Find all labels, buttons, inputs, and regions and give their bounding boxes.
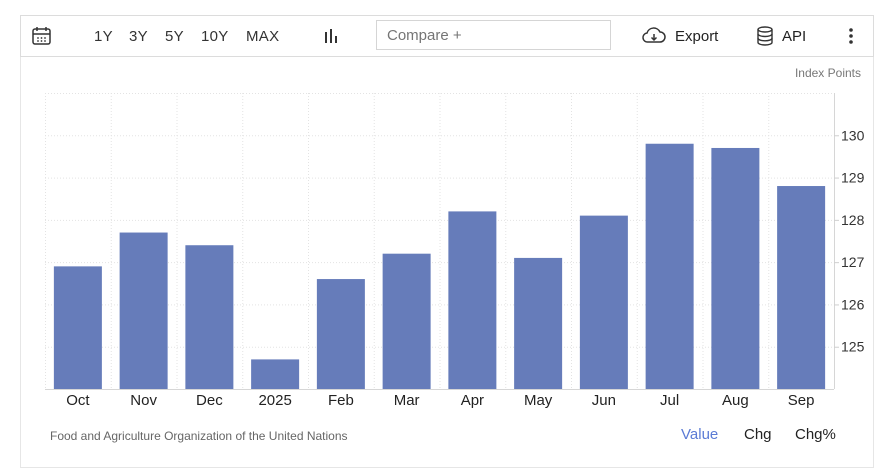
calendar-button[interactable]: [31, 16, 53, 56]
range-max-button[interactable]: MAX: [246, 27, 280, 45]
cloud-download-icon: [642, 27, 666, 43]
range-3y-button[interactable]: 3Y: [129, 27, 148, 45]
range-5y-button[interactable]: 5Y: [165, 27, 184, 45]
tab-chg[interactable]: Chg: [744, 426, 772, 443]
tab-value[interactable]: Value: [681, 426, 719, 443]
calendar-icon: [32, 27, 51, 45]
chart-frame: [20, 15, 874, 468]
range-10y-button[interactable]: 10Y: [201, 27, 229, 45]
bar-chart-icon: [325, 29, 337, 43]
more-vertical-icon: [849, 28, 853, 44]
chart-type-button[interactable]: [321, 16, 341, 56]
database-icon: [757, 26, 773, 46]
tab-chg-percent[interactable]: Chg%: [795, 426, 836, 443]
source-label: Food and Agriculture Organization of the…: [50, 429, 348, 443]
compare-input[interactable]: [376, 20, 611, 50]
export-button[interactable]: Export: [641, 16, 718, 56]
export-label: Export: [675, 27, 719, 45]
more-options-button[interactable]: [847, 16, 855, 56]
units-label: Index Points: [794, 66, 861, 80]
range-1y-button[interactable]: 1Y: [94, 27, 113, 45]
chart-toolbar: 1Y 3Y 5Y 10Y MAX Export API: [20, 15, 874, 57]
api-button[interactable]: API: [756, 16, 806, 56]
api-label: API: [782, 27, 807, 45]
